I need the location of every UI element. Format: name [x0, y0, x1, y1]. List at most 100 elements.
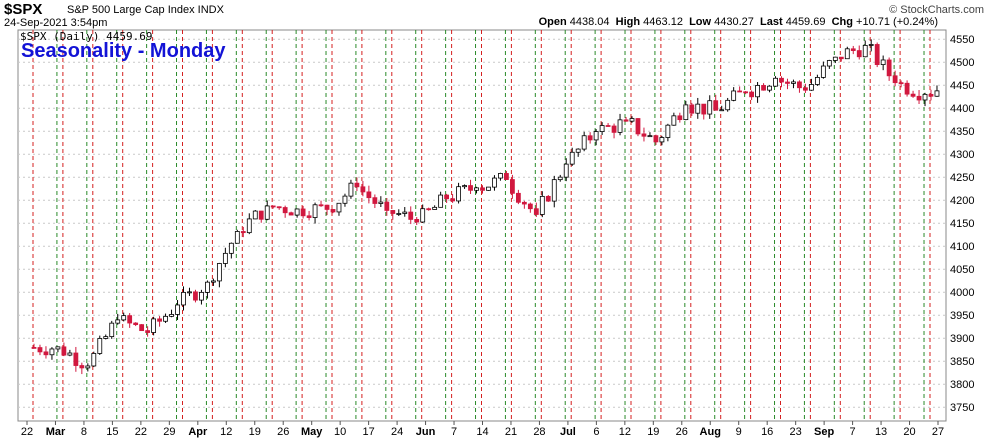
y-tick-label: 3850 [950, 356, 974, 368]
candle [605, 125, 611, 127]
candle [396, 213, 402, 215]
candle [725, 99, 731, 111]
candle [240, 231, 246, 234]
candle [749, 91, 754, 98]
x-tick-label: May [301, 426, 323, 438]
y-tick-label: 3750 [950, 402, 974, 414]
candle [288, 212, 294, 216]
candle [205, 281, 210, 293]
candle [474, 187, 479, 191]
y-tick-label: 4300 [950, 149, 974, 161]
x-tick-label: 8 [81, 426, 87, 438]
x-tick-label: Mar [46, 426, 66, 438]
candle [264, 205, 270, 220]
candle [372, 197, 378, 204]
x-tick-label: Aug [700, 426, 721, 438]
candle [641, 133, 647, 137]
candle [677, 115, 683, 121]
x-tick-label: Apr [188, 426, 208, 438]
candle [199, 291, 204, 301]
ticker-symbol: $SPX [4, 1, 43, 18]
x-tick-label: 16 [761, 426, 773, 438]
y-tick-label: 4250 [950, 172, 974, 184]
x-tick-label: 13 [875, 426, 887, 438]
x-tick-label: 6 [593, 426, 599, 438]
candle [294, 208, 300, 216]
candle [151, 318, 157, 333]
candle [850, 48, 856, 51]
candle [228, 242, 234, 254]
candle [623, 119, 629, 122]
candle [521, 201, 527, 205]
candle [545, 195, 551, 202]
x-tick-label: 12 [220, 426, 232, 438]
candle [450, 198, 456, 202]
candle [468, 185, 473, 191]
ohlc-readout: Open 4438.04 High 4463.12 Low 4430.27 La… [539, 16, 938, 28]
candle [617, 119, 623, 133]
x-tick-label: 22 [135, 426, 147, 438]
candle [868, 44, 874, 46]
candle [928, 93, 934, 97]
stockcharts-credit[interactable]: © StockCharts.com [889, 4, 984, 16]
x-tick-label: Jul [560, 426, 576, 438]
candle [844, 48, 850, 60]
candle [862, 44, 868, 58]
candle [306, 215, 312, 218]
open-label: Open [538, 16, 567, 28]
candle [348, 182, 354, 197]
candle [515, 192, 521, 203]
candle [43, 351, 49, 356]
candle [163, 315, 168, 322]
candle [402, 211, 408, 214]
candle [814, 77, 820, 85]
candle [695, 103, 701, 114]
candle [551, 179, 557, 202]
x-tick-label: 7 [451, 426, 457, 438]
candle [755, 85, 760, 98]
candle [904, 82, 910, 95]
candle [509, 179, 515, 194]
candle [761, 85, 766, 91]
y-tick-label: 4350 [950, 126, 974, 138]
candle [737, 90, 743, 93]
x-tick-label: Jun [416, 426, 436, 438]
candle [504, 173, 509, 180]
candle [187, 291, 192, 294]
x-tick-label: 9 [736, 426, 742, 438]
x-tick-label: 14 [476, 426, 488, 438]
candle [258, 210, 264, 220]
candle [420, 208, 426, 223]
candle [719, 109, 725, 112]
candle [599, 125, 605, 132]
x-tick-label: 24 [391, 426, 403, 438]
candle [826, 60, 832, 67]
candle [647, 135, 653, 138]
candle [874, 44, 880, 65]
y-tick-label: 4550 [950, 34, 974, 46]
candle [426, 208, 432, 211]
candle [916, 95, 922, 101]
candle [330, 209, 336, 213]
quote-datetime: 24-Sep-2021 3:54pm [4, 17, 108, 29]
candle [169, 314, 174, 317]
candle [922, 93, 928, 101]
candle [767, 85, 772, 91]
x-tick-label: 15 [106, 426, 118, 438]
candle [37, 347, 43, 353]
candle [444, 194, 450, 200]
x-tick-label: 23 [790, 426, 802, 438]
candle [557, 176, 563, 181]
candle [898, 82, 904, 85]
open-value: 4438.04 [569, 16, 610, 28]
candle [779, 77, 784, 83]
candle [892, 75, 898, 84]
x-tick-label: 26 [676, 426, 688, 438]
x-tick-label: 12 [619, 426, 631, 438]
candle [312, 204, 318, 218]
candle [31, 346, 37, 349]
candle [157, 318, 162, 322]
candle [809, 84, 814, 91]
candle [569, 151, 575, 165]
x-tick-label: 26 [277, 426, 289, 438]
